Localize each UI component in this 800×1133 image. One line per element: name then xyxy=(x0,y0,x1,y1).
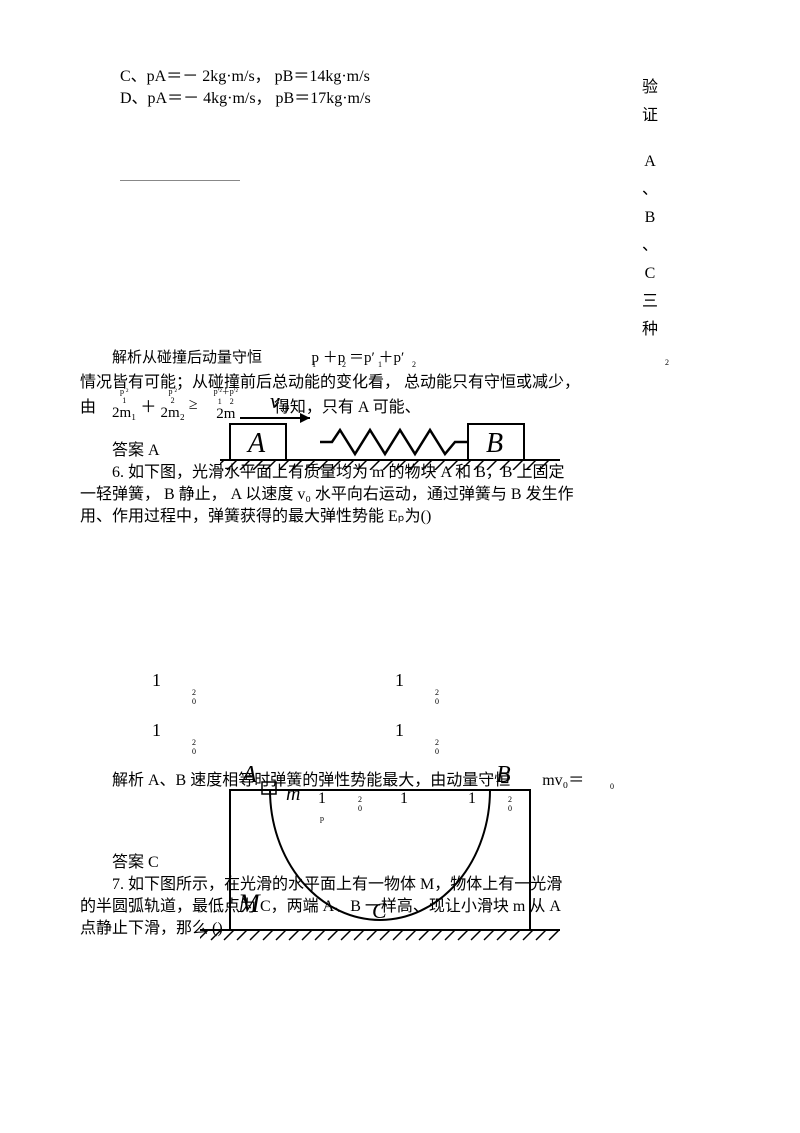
sub0: 0 xyxy=(610,782,614,791)
rule-mark xyxy=(120,180,240,181)
frac2: p ²2 2m₂ xyxy=(160,387,184,422)
svg-text:A: A xyxy=(246,428,266,459)
geq: ≥ xyxy=(189,396,198,414)
side-char: 证 xyxy=(640,102,660,130)
side-char: 、 xyxy=(640,232,660,260)
q6-opt-c: 1 xyxy=(152,720,161,741)
plus: ＋ xyxy=(140,393,156,417)
svg-text:C: C xyxy=(372,898,387,923)
analysis-eq: p ＋p ＝p′ ＋p′ xyxy=(312,350,405,366)
q6-opt-b: 1 xyxy=(395,670,404,691)
q6-opt-a2: 2 0 xyxy=(192,688,196,706)
side-note: 验 证 A 、 B 、 C 三 种 xyxy=(640,74,660,344)
svg-text:v: v xyxy=(270,390,280,413)
q6-opt-d2: 2 0 xyxy=(435,738,439,756)
q7-figure: A B m M C xyxy=(200,760,560,970)
q6-opt-a: 1 xyxy=(152,670,161,691)
option-c: C、pA＝－ 2kg·m/s， pB＝14kg·m/s xyxy=(0,62,370,86)
side-char: 三 xyxy=(640,288,660,316)
q7-l3: 点静止下滑，那么 () xyxy=(0,914,223,938)
q6-l3-text: 用、作用过程中，弹簧获得的最大弹性势能 Eₚ为() xyxy=(80,508,431,525)
svg-text:m: m xyxy=(286,783,300,805)
analysis-text: 解析从碰撞后动量守恒 xyxy=(112,350,262,366)
option-d: D、pA＝－ 4kg·m/s， pB＝17kg·m/s xyxy=(0,84,371,108)
option-d-text: D、pA＝－ 4kg·m/s， pB＝17kg·m/s xyxy=(120,90,371,107)
q6-l2-text: 一轻弹簧， B 静止， A 以速度 v₀ 水平向右运动，通过弹簧与 B 发生作 xyxy=(80,486,574,503)
q6-l2: 一轻弹簧， B 静止， A 以速度 v₀ 水平向右运动，通过弹簧与 B 发生作 xyxy=(0,480,574,504)
q6-l3: 用、作用过程中，弹簧获得的最大弹性势能 Eₚ为() xyxy=(0,502,431,526)
svg-text:A: A xyxy=(240,762,257,788)
option-c-text: C、pA＝－ 2kg·m/s， pB＝14kg·m/s xyxy=(120,68,370,85)
side-sub: 2 xyxy=(665,358,669,367)
side-char: 、 xyxy=(640,176,660,204)
side-char: 种 xyxy=(640,316,660,344)
svg-text:B: B xyxy=(496,762,511,788)
side-char: A xyxy=(640,148,660,176)
svg-text:0: 0 xyxy=(282,401,289,416)
side-char: 验 xyxy=(640,74,660,102)
answer-c-text: 答案 C xyxy=(112,854,159,871)
q6-opt-b2: 2 0 xyxy=(435,688,439,706)
svg-text:M: M xyxy=(237,889,261,918)
answer-c: 答案 C xyxy=(112,848,159,872)
answer-a-text: 答案 A xyxy=(112,442,160,459)
q6-opt-d: 1 xyxy=(395,720,404,741)
q6-l1-text: 6. 如下图，光滑水平面上有质量均为 m 的物块 A 和 B，B 上固定 xyxy=(112,464,564,481)
frac-by: 由 xyxy=(80,393,96,417)
side-char: B xyxy=(640,204,660,232)
svg-text:B: B xyxy=(486,428,503,459)
side-char: C xyxy=(640,260,660,288)
frac1: p ²1 2m₁ xyxy=(112,387,136,422)
analysis-momentum: 解析从碰撞后动量守恒 p ＋p ＝p′ ＋p′ xyxy=(112,346,404,367)
answer-a: 答案 A xyxy=(112,436,160,460)
q6-opt-c2: 2 0 xyxy=(192,738,196,756)
q6-l1: 6. 如下图，光滑水平面上有质量均为 m 的物块 A 和 B，B 上固定 xyxy=(112,458,564,482)
